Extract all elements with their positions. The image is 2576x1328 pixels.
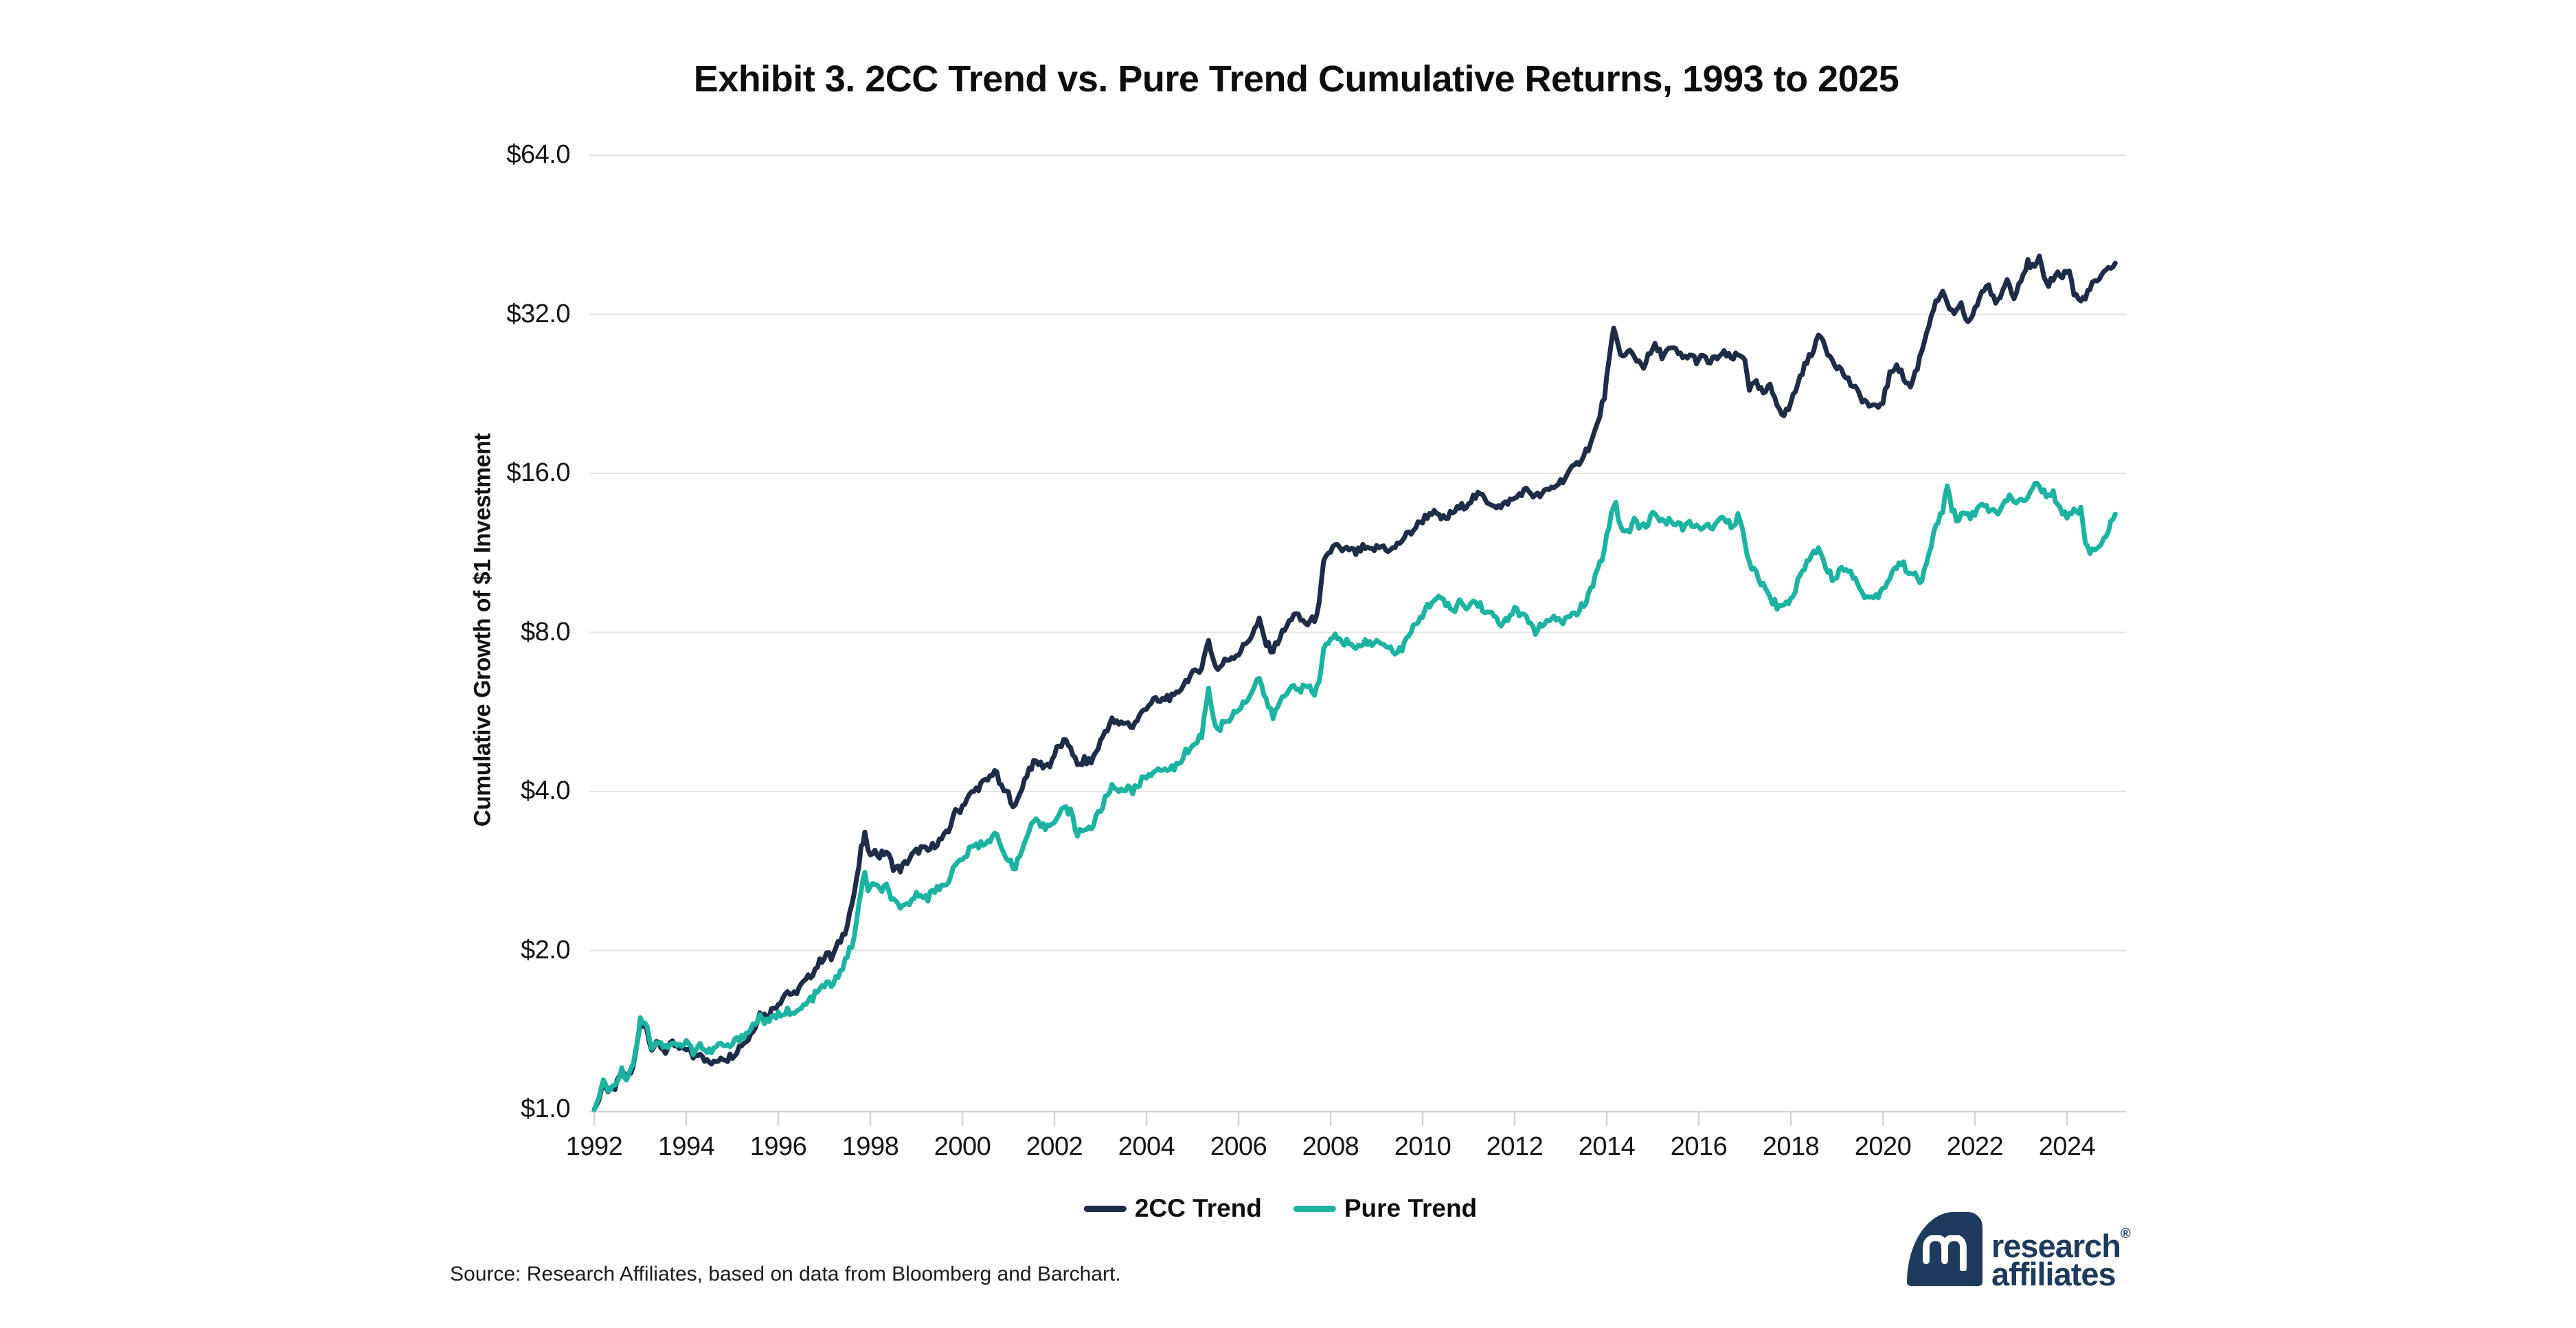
- x-tick-label: 2002: [1026, 1132, 1083, 1161]
- y-tick-label: $2.0: [521, 935, 570, 965]
- y-tick-label: $8.0: [521, 617, 570, 646]
- x-tick-label: 1998: [841, 1132, 899, 1161]
- legend-swatch-2cc-trend: [1083, 1205, 1127, 1212]
- registered-trademark-symbol: ®: [2121, 1226, 2131, 1241]
- source-note: Source: Research Affiliates, based on da…: [450, 1263, 1121, 1285]
- ra-monogram-icon: [1923, 1235, 1967, 1271]
- chart-title: Exhibit 3. 2CC Trend vs. Pure Trend Cumu…: [693, 58, 1899, 100]
- x-tick-label: 2000: [934, 1132, 991, 1161]
- logo-line-1: research®: [1991, 1226, 2131, 1264]
- logo-wordmark: research® affiliates: [1991, 1220, 2131, 1292]
- x-tick-label: 2004: [1118, 1132, 1175, 1161]
- research-affiliates-logo-mark-icon: [1907, 1212, 1982, 1286]
- x-tick-label: 2014: [1578, 1132, 1636, 1161]
- x-tick-label: 2022: [1946, 1132, 2004, 1161]
- x-tick-label: 2012: [1486, 1132, 1544, 1161]
- research-affiliates-logo: research® affiliates: [1907, 1212, 2131, 1292]
- logo-line-2: affiliates: [1991, 1256, 2116, 1292]
- y-tick-label: $64.0: [506, 140, 570, 169]
- x-tick-label: 1996: [749, 1132, 807, 1161]
- x-tick-label: 1994: [657, 1132, 715, 1161]
- legend-label-2cc-trend: 2CC Trend: [1134, 1194, 1262, 1222]
- legend-swatch-pure-trend: [1293, 1205, 1336, 1212]
- x-tick-label: 2024: [2038, 1132, 2096, 1161]
- x-tick-label: 2008: [1302, 1132, 1359, 1161]
- x-tick-label: 2018: [1762, 1132, 1820, 1161]
- y-tick-label: $1.0: [521, 1094, 570, 1123]
- x-tick-label: 1992: [565, 1132, 623, 1161]
- legend-label-pure-trend: Pure Trend: [1344, 1194, 1478, 1222]
- chart-legend: 2CC Trend Pure Trend: [1083, 1194, 1477, 1223]
- x-tick-label: 2020: [1854, 1132, 1912, 1161]
- legend-item-pure-trend: Pure Trend: [1293, 1194, 1477, 1223]
- legend-item-2cc-trend: 2CC Trend: [1083, 1194, 1262, 1223]
- y-tick-label: $32.0: [506, 299, 570, 328]
- x-tick-label: 2016: [1670, 1132, 1728, 1161]
- x-tick-label: 2006: [1210, 1132, 1267, 1161]
- y-tick-label: $16.0: [506, 458, 570, 487]
- x-tick-label: 2010: [1394, 1132, 1451, 1161]
- y-tick-label: $4.0: [521, 776, 570, 805]
